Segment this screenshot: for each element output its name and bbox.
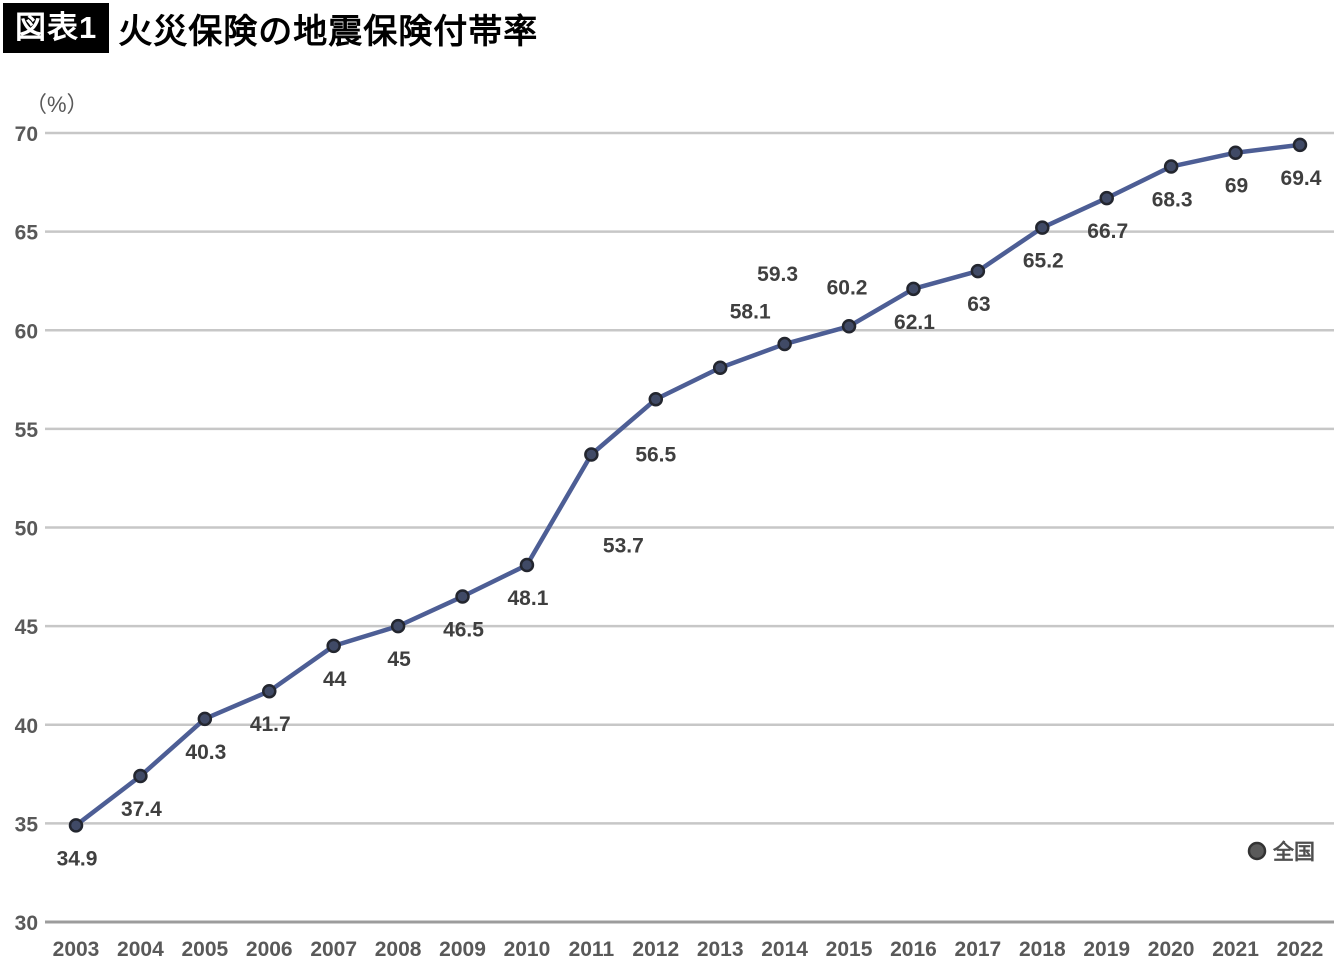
x-tick-label: 2013 (697, 938, 744, 961)
x-tick-label: 2018 (1019, 938, 1066, 961)
data-point-label: 59.3 (757, 263, 798, 286)
x-tick-label: 2022 (1277, 938, 1324, 961)
data-point-marker (648, 392, 664, 407)
data-point-label: 66.7 (1087, 220, 1128, 243)
x-tick-label: 2006 (246, 938, 293, 961)
x-tick-label: 2016 (890, 938, 937, 961)
data-point-label: 69.4 (1281, 167, 1322, 190)
x-tick-label: 2011 (569, 938, 615, 961)
x-tick-label: 2008 (375, 938, 422, 961)
y-tick-label: 35 (15, 813, 39, 836)
x-tick-label: 2012 (632, 938, 679, 961)
data-point-marker (262, 683, 277, 699)
y-tick-label: 70 (15, 123, 38, 146)
data-point-label: 37.4 (121, 798, 162, 821)
data-point-label: 65.2 (1023, 250, 1064, 273)
data-point-marker (584, 447, 599, 462)
data-point-label: 41.7 (250, 713, 291, 736)
data-point-label: 58.1 (730, 301, 771, 324)
data-point-marker (712, 360, 728, 375)
x-tick-label: 2009 (439, 938, 486, 961)
data-point-marker (1099, 190, 1114, 206)
x-tick-label: 2015 (826, 938, 873, 961)
data-point-label: 62.1 (894, 311, 935, 334)
x-tick-label: 2010 (504, 938, 551, 961)
figure-badge: 図表1 (3, 3, 110, 53)
data-point-label: 56.5 (635, 443, 676, 466)
x-tick-label: 2004 (117, 938, 164, 961)
data-point-label: 44 (323, 668, 347, 691)
data-point-marker (970, 263, 986, 279)
data-point-marker (390, 618, 406, 634)
data-point-marker (68, 818, 84, 833)
legend-label: 全国 (1272, 840, 1315, 864)
figure-header: 図表1 火災保険の地震保険付帯率 (3, 3, 538, 53)
x-tick-label: 2020 (1148, 938, 1195, 961)
y-tick-label: 60 (15, 320, 38, 343)
data-point-label: 69 (1225, 175, 1248, 198)
x-tick-label: 2014 (761, 938, 808, 961)
data-point-label: 46.5 (443, 619, 484, 642)
data-point-marker (326, 638, 341, 654)
y-tick-label: 30 (15, 912, 38, 935)
data-point-marker (455, 589, 470, 604)
data-point-label: 68.3 (1152, 189, 1193, 212)
series-line (73, 142, 1303, 828)
legend-marker-icon (1247, 841, 1267, 861)
x-tick-label: 2019 (1083, 938, 1130, 961)
data-point-marker (906, 281, 921, 297)
y-tick-label: 50 (15, 518, 38, 541)
data-point-label: 53.7 (603, 535, 644, 558)
data-point-marker (133, 768, 148, 784)
x-tick-label: 2003 (53, 938, 100, 961)
data-point-marker (1163, 159, 1179, 174)
y-tick-label: 40 (15, 715, 38, 738)
data-point-marker (1228, 145, 1243, 160)
figure-title: 火災保険の地震保険付帯率 (118, 12, 539, 51)
data-point-label: 40.3 (185, 741, 226, 764)
x-tick-label: 2017 (955, 938, 1002, 961)
y-tick-label: 65 (15, 222, 39, 245)
data-point-label: 34.9 (57, 847, 98, 870)
data-point-label: 63 (967, 293, 990, 316)
y-tick-label: 55 (15, 419, 39, 442)
y-tick-label: 45 (15, 616, 39, 639)
data-point-marker (519, 557, 535, 573)
y-axis-unit-label: （%） (25, 92, 89, 117)
data-point-marker (1035, 220, 1050, 235)
data-point-label: 48.1 (508, 587, 549, 610)
data-point-label: 60.2 (827, 276, 868, 299)
data-point-marker (841, 319, 857, 334)
x-tick-label: 2021 (1212, 938, 1259, 961)
data-point-label: 45 (387, 648, 411, 671)
x-tick-label: 2005 (181, 938, 228, 961)
data-point-marker (777, 336, 792, 352)
x-tick-label: 2007 (310, 938, 357, 961)
data-point-marker (1292, 137, 1308, 153)
data-point-marker (197, 711, 213, 727)
